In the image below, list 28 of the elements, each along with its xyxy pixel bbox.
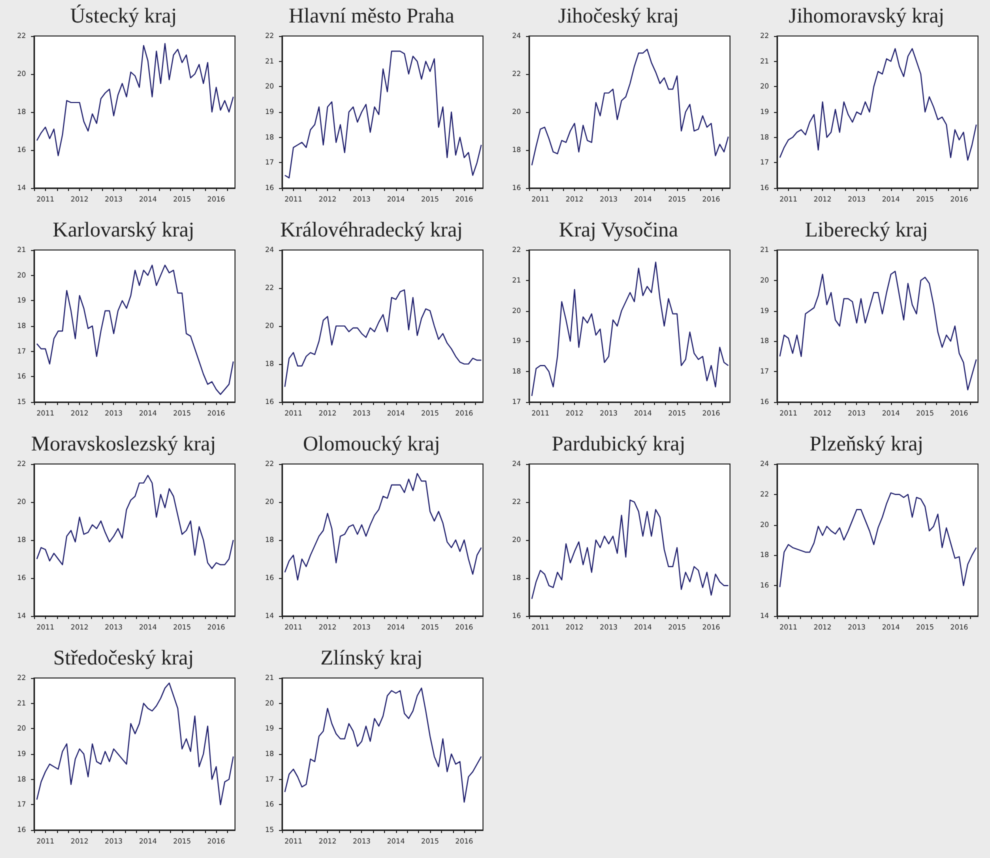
chart-title: Zlínský kraj	[320, 646, 422, 670]
chart-title: Ústecký kraj	[70, 4, 177, 28]
line-series	[36, 682, 234, 806]
line-series	[778, 492, 976, 588]
line-series	[531, 500, 729, 600]
line-series	[531, 262, 729, 396]
line-series	[284, 472, 482, 580]
chart-title: Středočeský kraj	[53, 646, 194, 670]
chart-title: Moravskoslezský kraj	[31, 432, 216, 456]
chart-title: Liberecký kraj	[804, 218, 928, 242]
line-series	[36, 264, 234, 395]
line-series	[284, 289, 482, 388]
chart-title: Plzeňský kraj	[809, 432, 923, 456]
line-series	[284, 50, 482, 178]
line-series	[36, 43, 234, 156]
chart-title: Kraj Vysočina	[558, 218, 679, 242]
chart-title: Karlovarský kraj	[52, 218, 194, 242]
chart-title: Pardubický kraj	[552, 432, 686, 456]
chart-title: Královéhradecký kraj	[280, 218, 462, 242]
chart-title: Olomoucký kraj	[302, 432, 440, 456]
line-series	[284, 688, 482, 803]
line-series	[36, 474, 234, 570]
chart-title: Jihočeský kraj	[558, 4, 679, 28]
line-series	[778, 48, 976, 161]
line-series	[778, 270, 976, 390]
chart-title: Hlavní město Praha	[288, 4, 454, 28]
chart-title: Jihomoravský kraj	[788, 4, 944, 28]
line-series	[531, 48, 729, 166]
